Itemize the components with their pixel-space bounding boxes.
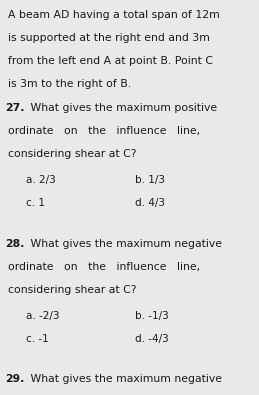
Text: is supported at the right end and 3m: is supported at the right end and 3m: [8, 33, 210, 43]
Text: b. 1/3: b. 1/3: [135, 175, 165, 185]
Text: 28.: 28.: [5, 239, 25, 249]
Text: c. 1: c. 1: [26, 198, 45, 208]
Text: considering shear at C?: considering shear at C?: [8, 285, 136, 295]
Text: 29.: 29.: [5, 374, 25, 384]
Text: b. -1/3: b. -1/3: [135, 311, 168, 321]
Text: considering shear at C?: considering shear at C?: [8, 149, 136, 159]
Text: from the left end A at point B. Point C: from the left end A at point B. Point C: [8, 56, 213, 66]
Text: a. 2/3: a. 2/3: [26, 175, 56, 185]
Text: What gives the maximum negative: What gives the maximum negative: [27, 239, 222, 249]
Text: a. -2/3: a. -2/3: [26, 311, 59, 321]
Text: A beam AD having a total span of 12m: A beam AD having a total span of 12m: [8, 10, 220, 20]
Text: ordinate   on   the   influence   line,: ordinate on the influence line,: [8, 126, 200, 136]
Text: is 3m to the right of B.: is 3m to the right of B.: [8, 79, 131, 88]
Text: d. 4/3: d. 4/3: [135, 198, 165, 208]
Text: What gives the maximum negative: What gives the maximum negative: [27, 374, 222, 384]
Text: 27.: 27.: [5, 103, 25, 113]
Text: ordinate   on   the   influence   line,: ordinate on the influence line,: [8, 262, 200, 272]
Text: What gives the maximum positive: What gives the maximum positive: [27, 103, 217, 113]
Text: c. -1: c. -1: [26, 334, 49, 344]
Text: d. -4/3: d. -4/3: [135, 334, 168, 344]
